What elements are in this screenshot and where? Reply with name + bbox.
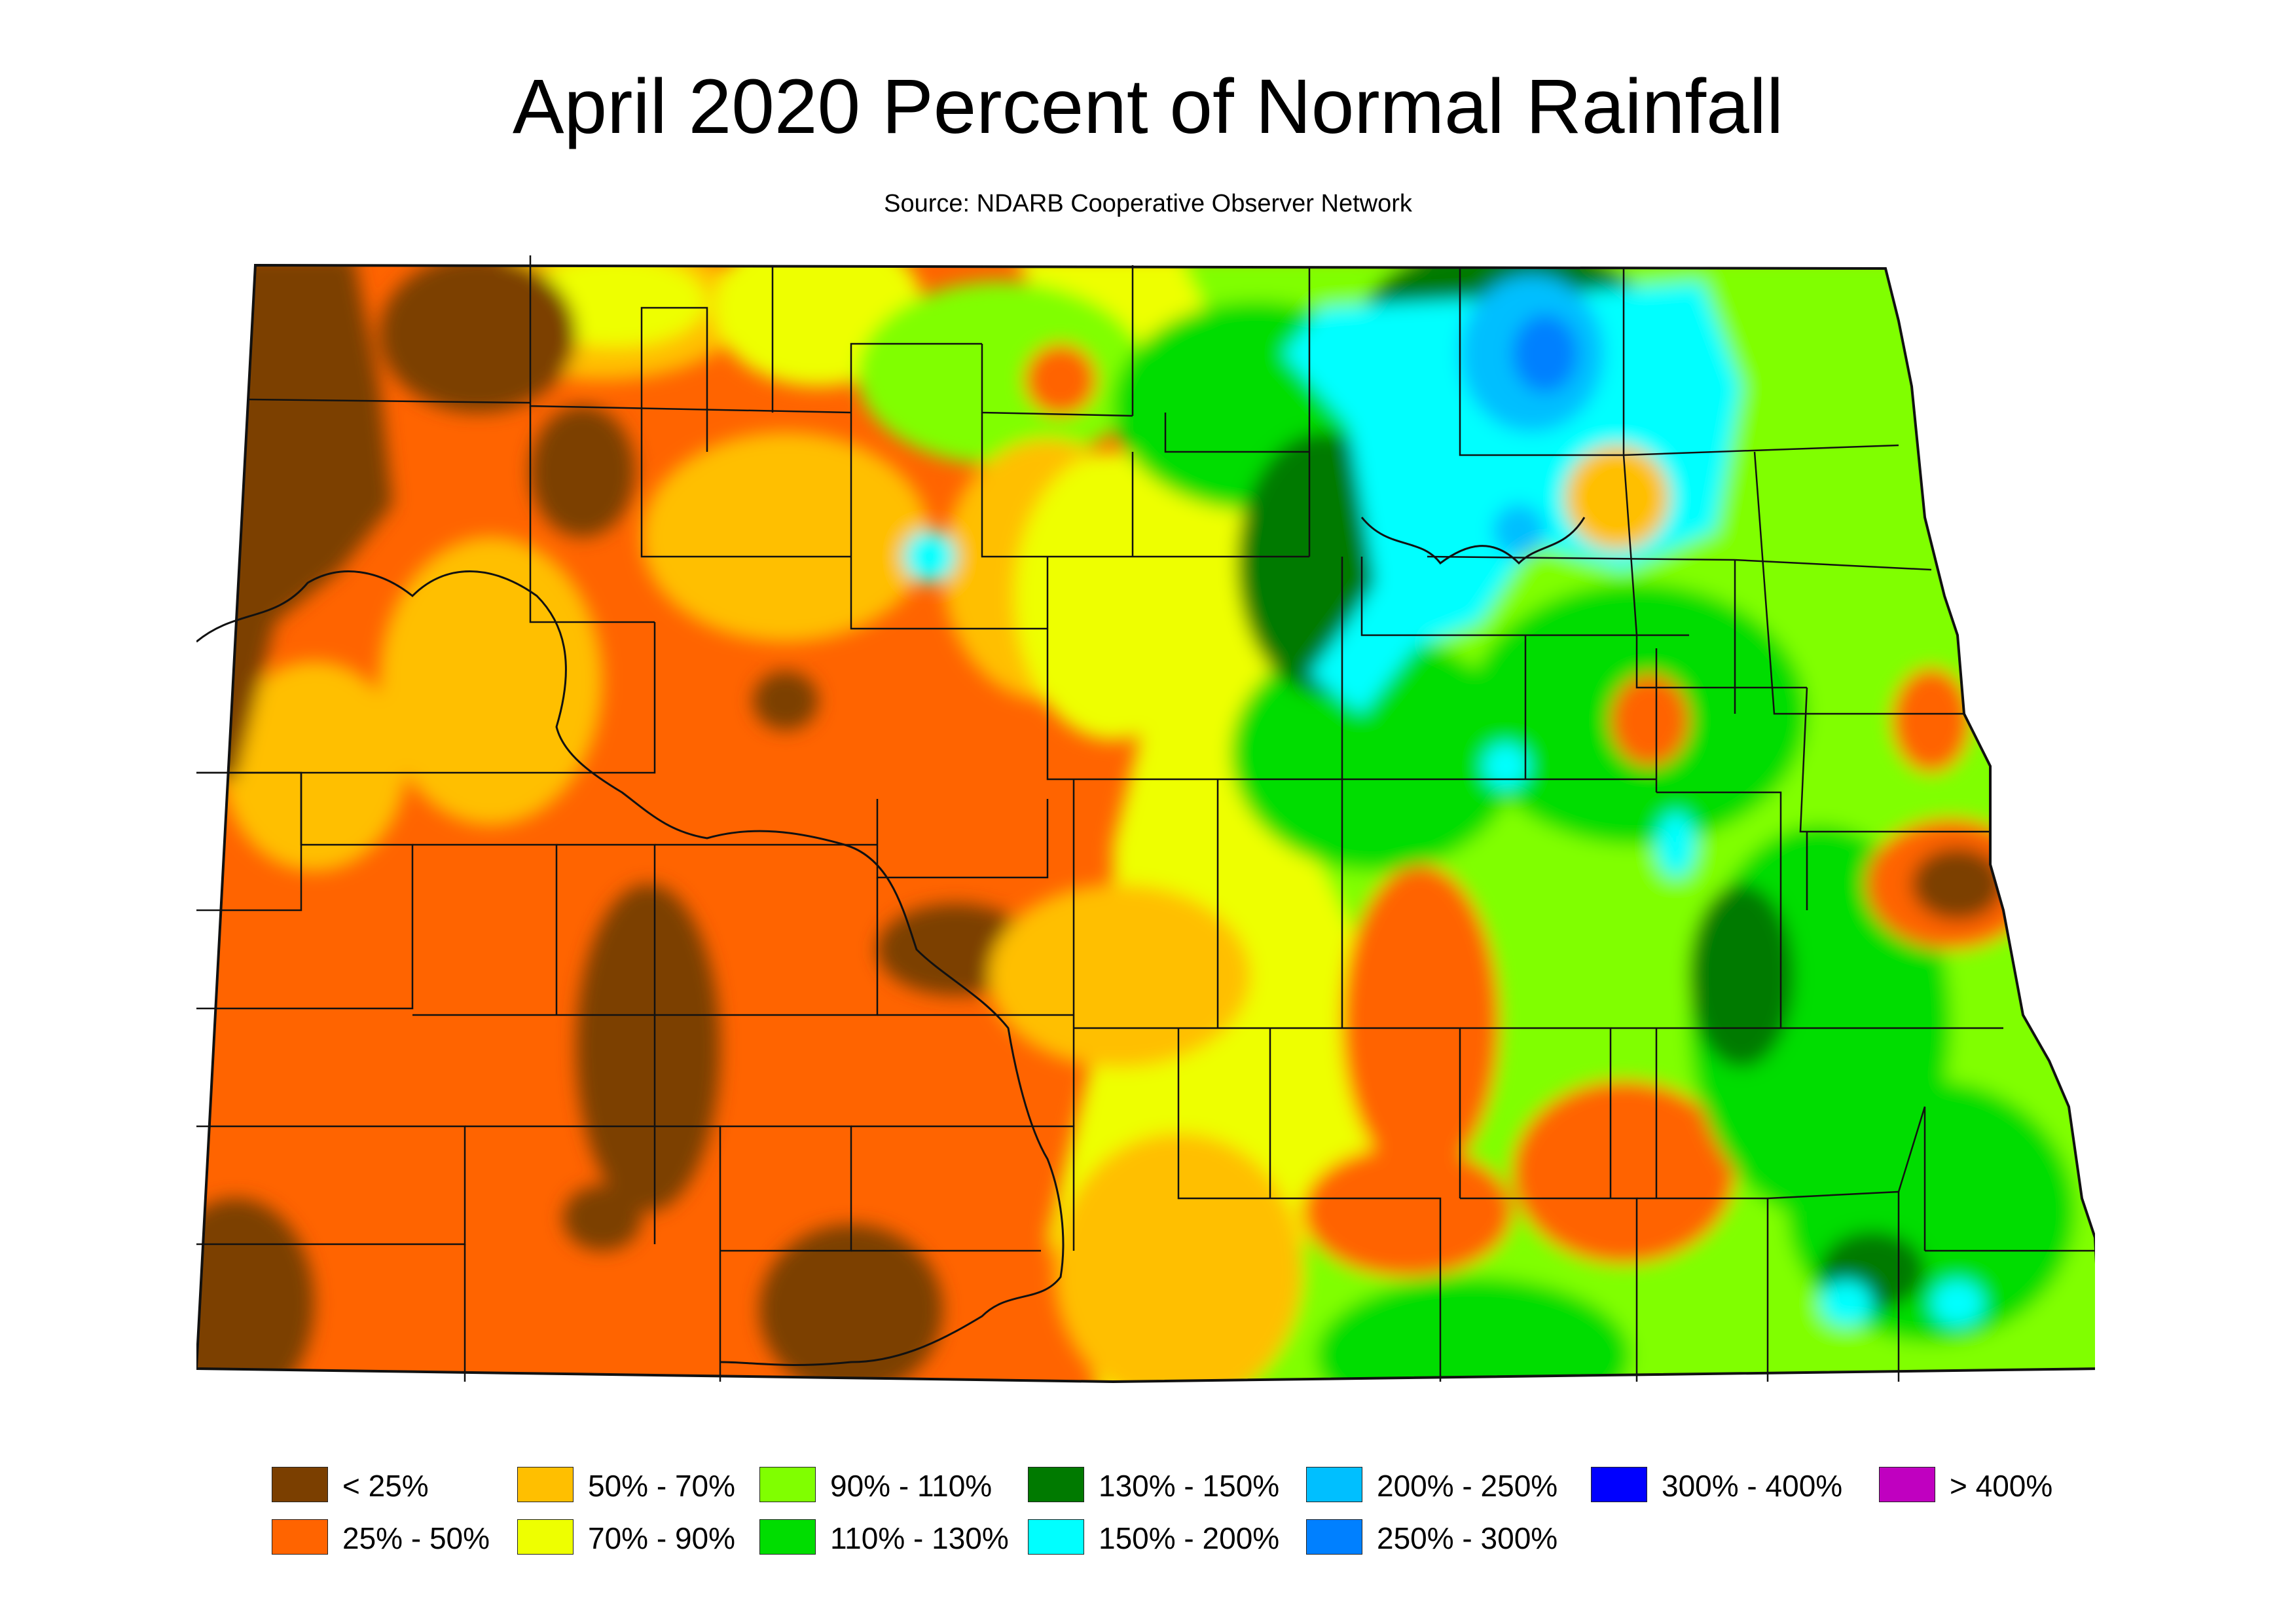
legend: < 25% 25% - 50% 50% - 70% 70% - 90% 90% … [0,1467,2296,1585]
rivers [196,517,1586,1366]
map-subtitle: Source: NDARB Cooperative Observer Netwo… [884,190,1412,217]
legend-label: 70% - 90% [588,1521,736,1555]
county-boundaries [196,255,2095,1382]
legend-swatch [1591,1467,1647,1502]
legend-label: 250% - 300% [1377,1521,1558,1555]
legend-swatch [1879,1467,1935,1502]
legend-swatch [759,1467,816,1502]
precipitation-field [196,265,2095,1382]
legend-label: 110% - 130% [830,1521,1009,1555]
legend-swatch [759,1519,816,1555]
map-title: April 2020 Percent of Normal Rainfall [512,64,1784,150]
legend-label: 90% - 110% [830,1469,993,1503]
legend-label: 130% - 150% [1099,1469,1280,1503]
legend-swatch [1306,1467,1362,1502]
legend-label: 200% - 250% [1377,1469,1558,1503]
legend-swatch [517,1467,574,1502]
legend-swatch [517,1519,574,1555]
legend-swatch [1028,1467,1084,1502]
state-border [196,263,2095,1384]
legend-label: 25% - 50% [342,1521,490,1555]
legend-swatch [1306,1519,1362,1555]
legend-swatch [1028,1519,1084,1555]
rainfall-map [196,255,2095,1384]
legend-swatch [272,1519,328,1555]
legend-label: 50% - 70% [588,1469,736,1503]
legend-swatch [272,1467,328,1502]
legend-label: 150% - 200% [1099,1521,1280,1555]
legend-label: > 400% [1950,1469,2053,1503]
legend-label: < 25% [342,1469,429,1503]
legend-label: 300% - 400% [1662,1469,1843,1503]
